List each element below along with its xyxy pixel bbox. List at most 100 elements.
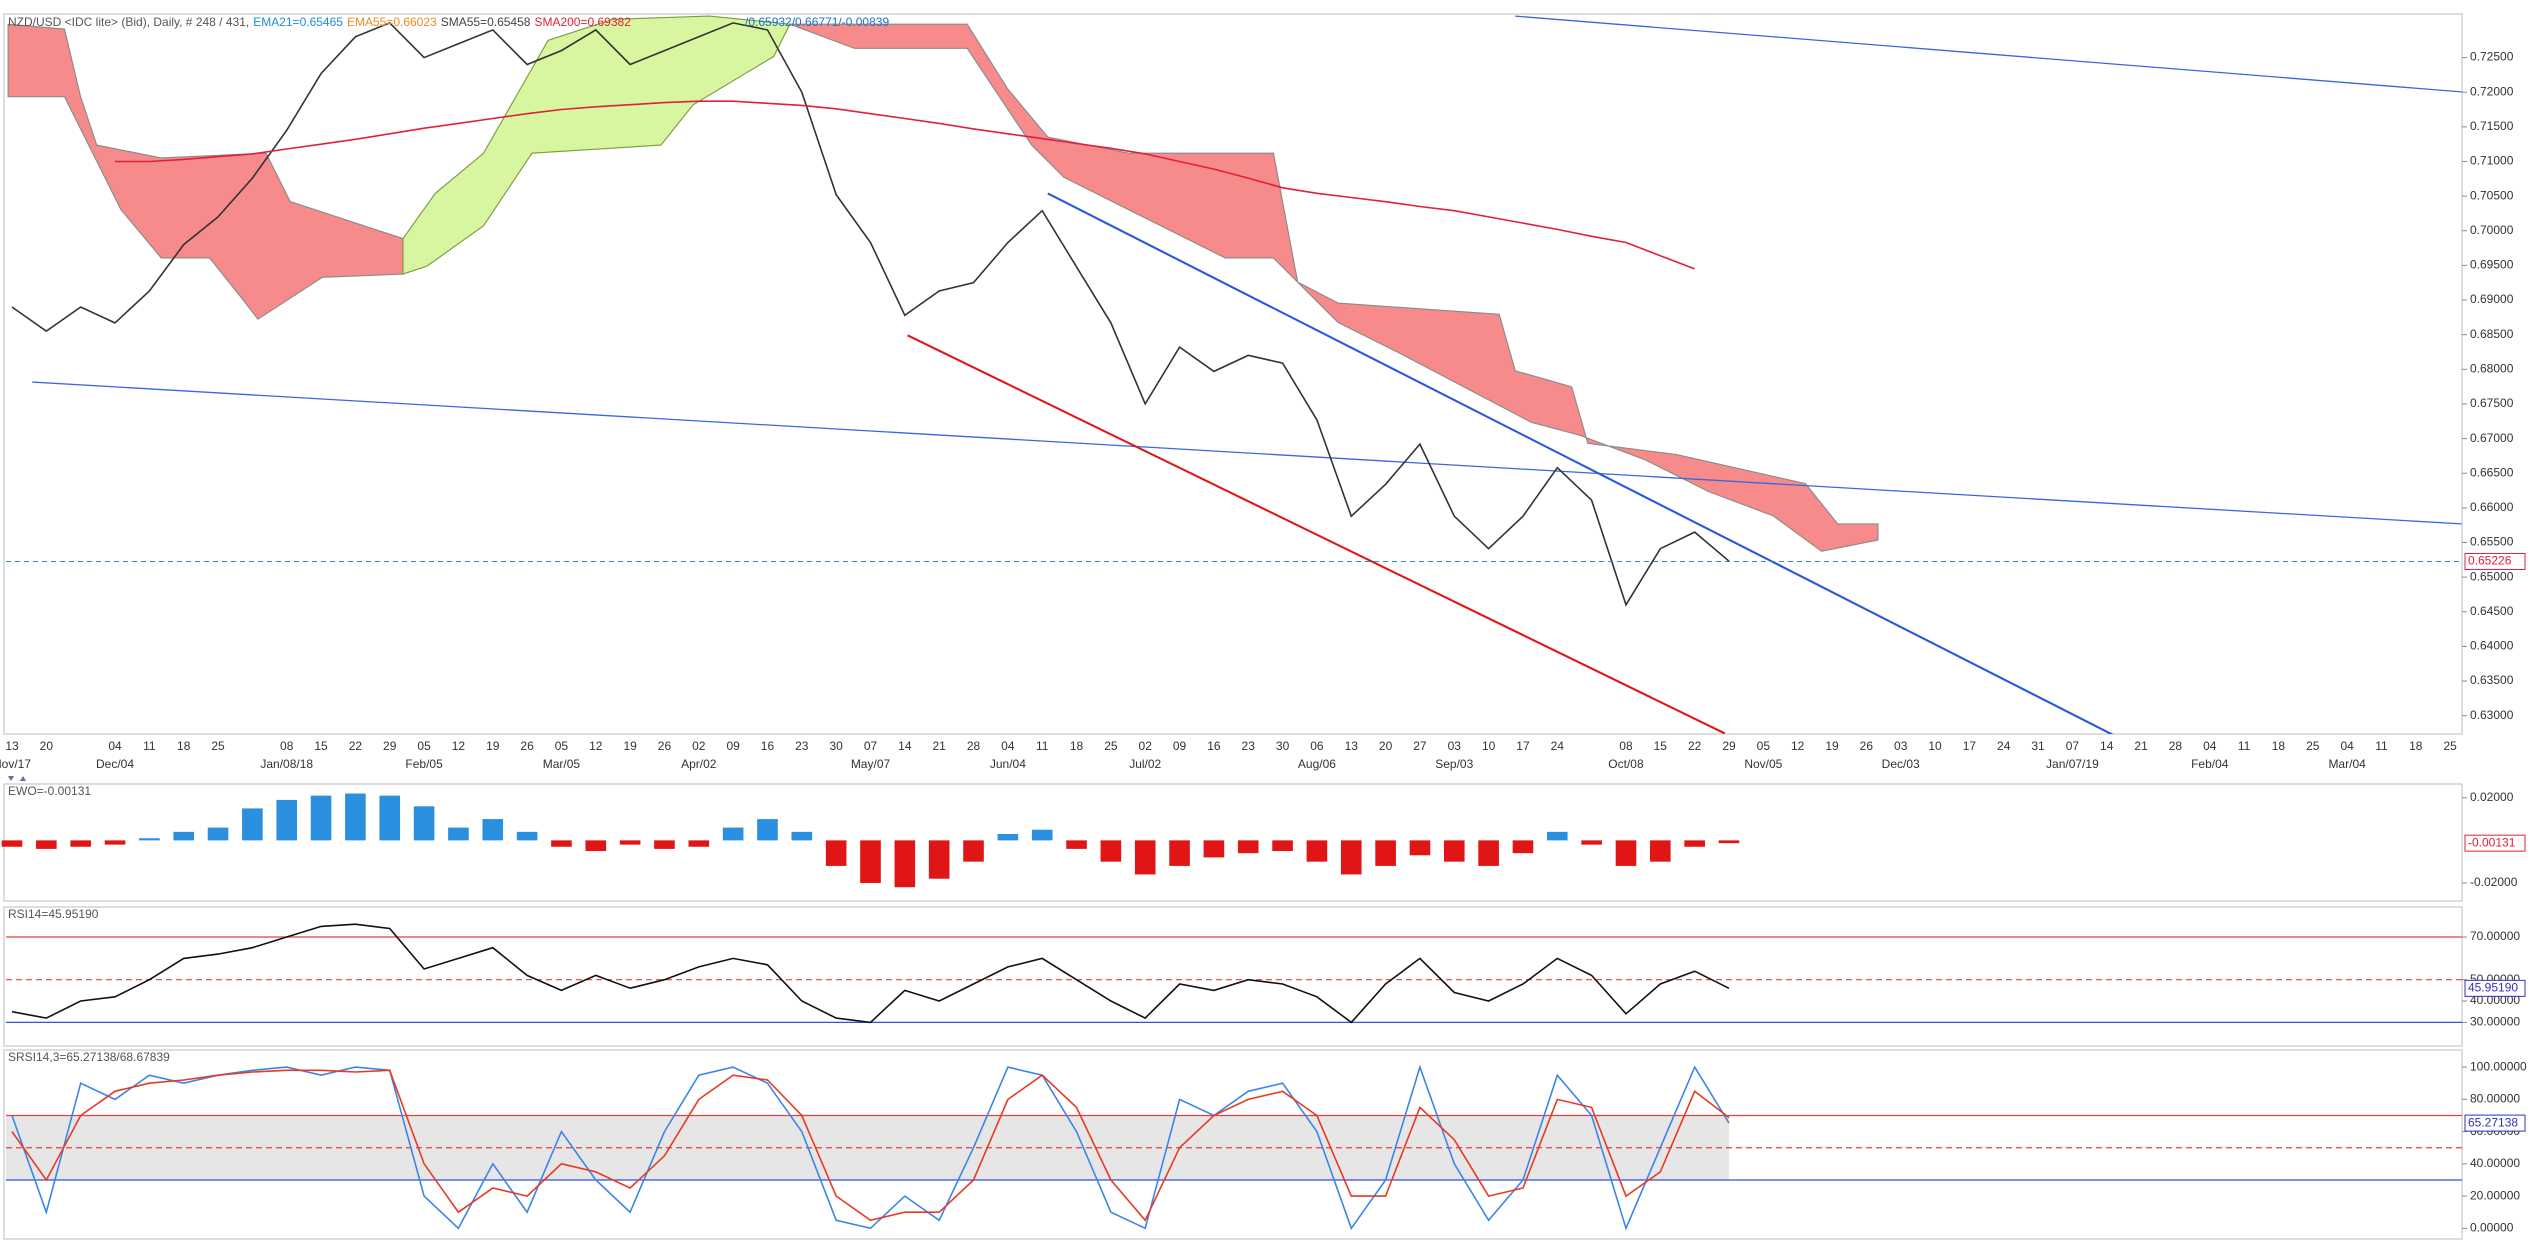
x-tick-label: 12 (1791, 739, 1805, 753)
histogram-bar (928, 840, 950, 879)
x-tick-label: 05 (555, 739, 569, 753)
x-group-label: Sep/03 (1435, 757, 1473, 771)
x-tick-label: 18 (177, 739, 191, 753)
x-tick-label: 03 (1894, 739, 1908, 753)
y-tick-label: 0.68500 (2470, 327, 2514, 341)
x-group-label: Jun/04 (990, 757, 1026, 771)
x-tick-label: 22 (349, 739, 363, 753)
panel-title: RSI14=45.95190 (8, 907, 99, 921)
x-group-label: Oct/08 (1608, 757, 1644, 771)
panel: 0.02000 -0.02000 -0.00131 EWO=-0.00131 (1, 784, 2526, 889)
panel-toggle-icon[interactable] (8, 776, 14, 781)
y-tick-label: 0.72500 (2470, 50, 2514, 64)
y-tick-label: 0.69500 (2470, 258, 2514, 272)
x-tick-label: 09 (726, 739, 740, 753)
x-tick-label: 08 (280, 739, 294, 753)
x-tick-label: 08 (1619, 739, 1633, 753)
histogram-bar (1272, 840, 1293, 852)
x-tick-label: 26 (520, 739, 534, 753)
histogram-bar (276, 799, 298, 841)
x-tick-label: 20 (1379, 739, 1393, 753)
x-group-label: Jan/08/18 (260, 757, 313, 771)
x-tick-label: 21 (2134, 739, 2148, 753)
trend-line (1047, 192, 2114, 734)
y-tick-label: 0.70000 (2470, 223, 2514, 237)
x-group-label: May/07 (851, 757, 891, 771)
histogram-bar (1237, 840, 1259, 854)
indicator-label: SMA55=0.65458 (441, 15, 531, 29)
series-line (11, 923, 1730, 1024)
y-tick-label: 0.65000 (2470, 569, 2514, 583)
x-tick-label: 26 (1860, 739, 1874, 753)
panel-title: NZD/USD <IDC lite> (Bid), Daily, # 248 /… (8, 15, 249, 29)
y-tick-label: 100.00000 (2470, 1059, 2527, 1073)
panel: 70.0000050.0000040.0000030.0000045.95190… (6, 907, 2526, 1029)
price-panel-frame (3, 13, 2463, 735)
x-tick-label: 18 (2272, 739, 2286, 753)
histogram-bar (1306, 840, 1328, 862)
x-tick-label: 06 (1310, 739, 1324, 753)
y-tick-label: 0.63500 (2470, 673, 2514, 687)
histogram-bar (791, 831, 813, 841)
panel-toggle-icon[interactable] (20, 776, 26, 781)
histogram-bar (516, 831, 538, 841)
x-group-label: Mar/05 (543, 757, 581, 771)
y-tick-label: 70.00000 (2470, 929, 2520, 943)
histogram-bar (963, 840, 984, 862)
x-tick-label: 04 (2340, 739, 2354, 753)
x-tick-label: 25 (211, 739, 225, 753)
ichimoku-cloud (7, 15, 2462, 734)
x-group-label: Apr/02 (681, 757, 717, 771)
drawings (7, 15, 2462, 734)
srsi-panel-frame (3, 1049, 2463, 1240)
histogram-bar (1, 840, 23, 847)
x-group-label: Feb/04 (2191, 757, 2229, 771)
x-tick-label: 25 (1104, 739, 1118, 753)
x-tick-label: 19 (486, 739, 500, 753)
y-tick-label: 0.63000 (2470, 708, 2514, 722)
x-tick-label: 14 (898, 739, 912, 753)
histogram-bar (860, 840, 881, 883)
x-group-label: Nov/17 (0, 757, 31, 771)
x-tick-label: 24 (1551, 739, 1565, 753)
indicator-label: SMA200=0.69382 (534, 15, 631, 29)
x-tick-label: 18 (1070, 739, 1084, 753)
panel-header: RSI14=45.95190 (8, 907, 99, 921)
y-tick-label: 30.00000 (2470, 1015, 2520, 1029)
x-tick-label: 30 (1276, 739, 1290, 753)
x-tick-label: 14 (2100, 739, 2114, 753)
rsi-panel-frame (3, 906, 2463, 1047)
series-line (11, 1069, 1730, 1222)
y-tick-label: 0.64500 (2470, 604, 2514, 618)
x-tick-label: 24 (1997, 739, 2011, 753)
histogram-bar (1203, 840, 1225, 858)
current-value-box (2464, 834, 2526, 852)
x-group-label: Dec/04 (96, 757, 134, 771)
panel-title: EWO=-0.00131 (8, 784, 91, 798)
x-tick-label: 20 (40, 739, 54, 753)
panel-title: SRSI14,3=65.27138/68.67839 (8, 1050, 170, 1064)
x-tick-label: 02 (1139, 739, 1153, 753)
y-tick-label: -0.02000 (2470, 875, 2518, 889)
x-tick-label: 30 (829, 739, 843, 753)
x-tick-label: 22 (1688, 739, 1702, 753)
x-group-label: Dec/03 (1882, 757, 1920, 771)
histogram-bar (1581, 840, 1602, 845)
x-tick-label: 11 (2238, 739, 2251, 753)
y-tick-label: 0.65500 (2470, 535, 2514, 549)
x-tick-label: 16 (1207, 739, 1221, 753)
histogram-bar (104, 840, 126, 845)
x-tick-label: 28 (967, 739, 981, 753)
y-tick-label: 0.02000 (2470, 790, 2514, 804)
trend-line (907, 334, 1726, 734)
histogram-bar (1100, 840, 1122, 862)
x-group-label: Jan/07/19 (2046, 757, 2099, 771)
y-tick-label: 0.71000 (2470, 154, 2514, 168)
y-tick-label: 80.00000 (2470, 1092, 2520, 1106)
current-value-box (2464, 979, 2526, 997)
cloud-bullish (402, 15, 791, 275)
x-tick-label: 25 (2306, 739, 2320, 753)
series-line (11, 21, 1730, 607)
